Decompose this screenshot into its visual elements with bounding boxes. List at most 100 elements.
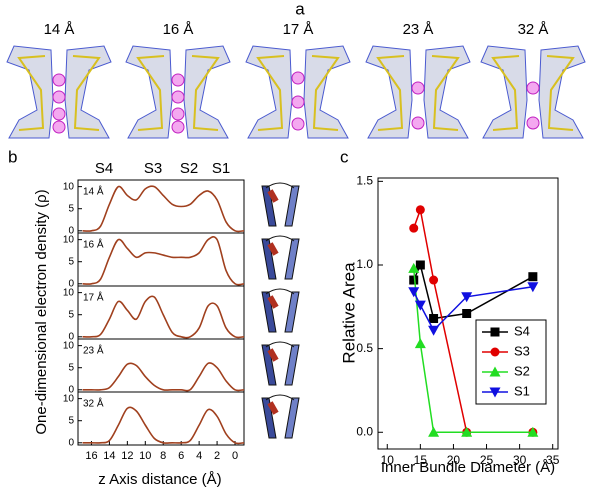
ion-density: [171, 107, 185, 121]
channel-cartoon: [265, 341, 295, 348]
helix-trace: [17, 55, 46, 131]
y-tick-label: 5: [68, 362, 74, 373]
channel-cartoon: [265, 182, 295, 189]
marker: [409, 275, 419, 285]
panel-a-title: 32 Å: [518, 21, 549, 38]
y-tick-label: 5: [68, 415, 74, 426]
x-tick-label: 2: [214, 450, 220, 462]
marker: [408, 262, 420, 273]
helix-trace: [546, 55, 575, 131]
marker: [428, 426, 440, 437]
panel-a-title: 17 Å: [283, 21, 314, 38]
x-tick-label: 35: [546, 453, 560, 467]
marker: [461, 292, 473, 303]
ion-density: [291, 71, 305, 85]
marker: [462, 309, 472, 318]
site-label: S1: [212, 160, 230, 177]
ion-density: [411, 116, 425, 130]
subplot-label: 32 Å: [83, 397, 104, 410]
ion-density: [526, 116, 540, 130]
site-label: S3: [144, 160, 162, 177]
density-profile: [82, 406, 245, 445]
channel-cartoon: [261, 185, 277, 227]
ion-density: [411, 81, 425, 95]
x-tick-label: 10: [139, 450, 151, 462]
subplot-label: 17 Å: [83, 291, 104, 304]
channel-cartoon: [265, 235, 295, 242]
channel-cartoon: [265, 394, 295, 401]
x-tick-label: 14: [103, 450, 115, 462]
legend-box: [475, 319, 547, 405]
ion-density: [52, 90, 66, 104]
y-tick-label: 1.5: [356, 174, 373, 188]
selectivity-filter: [267, 189, 279, 203]
y-axis-label: One-dimensional electron density (ρ): [33, 189, 50, 434]
subplot-label: 14 Å: [83, 185, 104, 198]
ion-density: [171, 90, 185, 104]
helix-trace: [491, 55, 520, 131]
ion-density: [171, 73, 185, 87]
legend-label: S1: [514, 383, 530, 398]
panel-label: b: [8, 147, 17, 166]
density-profile: [82, 295, 245, 339]
y-tick-label: 5: [68, 203, 74, 214]
channel-cartoon: [284, 344, 300, 386]
y-tick-label: 1.0: [356, 257, 373, 271]
ion-density: [52, 73, 66, 87]
y-axis-label: Relative Area: [339, 262, 358, 364]
y-tick-label: 0: [68, 437, 74, 448]
marker: [461, 426, 473, 437]
ion-density: [171, 120, 185, 134]
plot-frame: [377, 177, 559, 450]
x-tick-label: 10: [381, 453, 395, 467]
x-tick-label: 30: [513, 453, 527, 467]
density-mesh: [365, 45, 413, 139]
panel-a-title: 16 Å: [163, 21, 194, 38]
channel-cartoon: [284, 185, 300, 227]
y-tick-label: 0.0: [356, 424, 373, 438]
density-mesh: [6, 45, 54, 139]
marker: [429, 275, 439, 285]
marker: [527, 426, 539, 437]
density-mesh: [303, 45, 351, 139]
x-tick-label: 15: [414, 453, 428, 467]
panel-a-title: 23 Å: [403, 21, 434, 38]
panel-a-title: 14 Å: [44, 21, 75, 38]
y-tick-label: 10: [63, 287, 75, 298]
site-label: S2: [180, 160, 198, 177]
x-tick-label: 0: [232, 450, 238, 462]
subplot-label: 16 Å: [83, 238, 104, 251]
legend-marker: [489, 387, 501, 398]
y-tick-label: 0: [68, 225, 74, 236]
selectivity-filter: [267, 242, 279, 256]
x-tick-label: 25: [480, 453, 494, 467]
legend-marker: [489, 366, 501, 377]
x-tick-label: 20: [447, 453, 461, 467]
marker: [527, 282, 539, 293]
x-axis-label: Inner Bundle Diameter (Å): [381, 459, 555, 476]
y-tick-label: 10: [63, 234, 75, 245]
legend-label: S3: [514, 343, 530, 358]
marker: [415, 260, 425, 270]
marker: [409, 223, 419, 233]
ion-density: [291, 95, 305, 109]
density-mesh: [423, 45, 471, 139]
helix-trace: [191, 55, 220, 131]
helix-trace: [431, 55, 460, 131]
y-tick-label: 10: [63, 181, 75, 192]
ion-density: [526, 81, 540, 95]
density-mesh: [183, 45, 231, 139]
y-tick-label: 0: [68, 278, 74, 289]
plot-frame: [77, 391, 245, 446]
y-tick-label: 0: [68, 331, 74, 342]
legend-marker: [490, 347, 500, 357]
channel-cartoon: [284, 291, 300, 333]
y-tick-label: 0.5: [356, 341, 373, 355]
marker: [429, 314, 439, 324]
y-tick-label: 5: [68, 256, 74, 267]
x-tick-label: 6: [178, 450, 184, 462]
density-mesh: [480, 45, 528, 139]
y-tick-label: 0: [68, 384, 74, 395]
x-tick-label: 4: [196, 450, 202, 462]
panel-label: c: [340, 147, 349, 166]
